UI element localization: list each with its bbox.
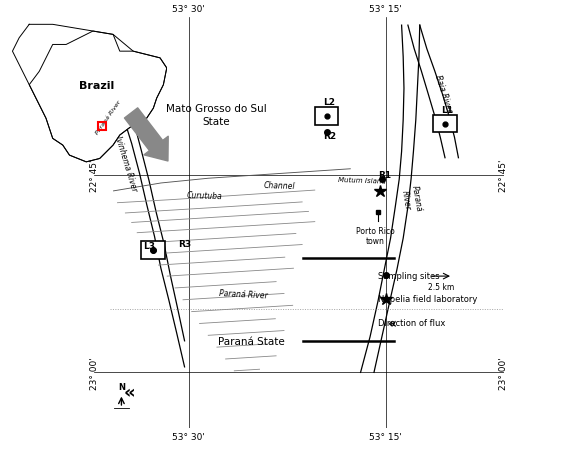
Text: Nupelia field laboratory: Nupelia field laboratory bbox=[378, 295, 477, 304]
Text: 53° 30': 53° 30' bbox=[172, 432, 205, 440]
Text: L1: L1 bbox=[441, 106, 453, 115]
Text: 23° 00': 23° 00' bbox=[90, 356, 99, 389]
Bar bbox=[141, 242, 165, 259]
Text: «: « bbox=[124, 383, 135, 401]
Text: Ivinhema River: Ivinhema River bbox=[113, 135, 138, 192]
Text: Paraná River: Paraná River bbox=[94, 99, 122, 135]
Text: 22° 45': 22° 45' bbox=[90, 160, 99, 192]
Bar bbox=[98, 122, 106, 131]
Text: Porto Rico
town: Porto Rico town bbox=[356, 226, 395, 245]
Text: «: « bbox=[388, 316, 397, 330]
Bar bbox=[433, 116, 457, 133]
Text: Paraná River: Paraná River bbox=[219, 288, 269, 299]
Text: 53° 15': 53° 15' bbox=[369, 5, 402, 14]
Text: Sampling sites: Sampling sites bbox=[378, 271, 439, 280]
Text: R3: R3 bbox=[178, 240, 191, 248]
Text: R2: R2 bbox=[324, 131, 336, 141]
Text: State: State bbox=[202, 117, 230, 127]
Text: N: N bbox=[118, 382, 125, 391]
Text: 2.5 km: 2.5 km bbox=[428, 282, 454, 291]
Text: 23° 00': 23° 00' bbox=[499, 356, 508, 389]
Text: 53° 15': 53° 15' bbox=[369, 432, 402, 440]
Text: 22° 45': 22° 45' bbox=[499, 160, 508, 192]
Polygon shape bbox=[29, 32, 167, 162]
Text: L3: L3 bbox=[144, 241, 155, 250]
Text: Baia River: Baia River bbox=[433, 73, 454, 113]
Text: R1: R1 bbox=[378, 170, 391, 179]
Text: 53° 30': 53° 30' bbox=[172, 5, 205, 14]
Text: Paraná
River: Paraná River bbox=[399, 185, 423, 214]
Text: Curutuba: Curutuba bbox=[186, 190, 223, 201]
Text: Direction of flux: Direction of flux bbox=[378, 318, 445, 328]
Text: Paraná State: Paraná State bbox=[218, 336, 285, 346]
Text: Brazil: Brazil bbox=[79, 81, 114, 91]
Text: Channel: Channel bbox=[263, 180, 295, 190]
Bar bbox=[315, 108, 339, 125]
Text: Mato Grosso do Sul: Mato Grosso do Sul bbox=[166, 104, 266, 114]
Text: Mutum Island: Mutum Island bbox=[339, 177, 386, 184]
Text: L2: L2 bbox=[323, 98, 335, 107]
